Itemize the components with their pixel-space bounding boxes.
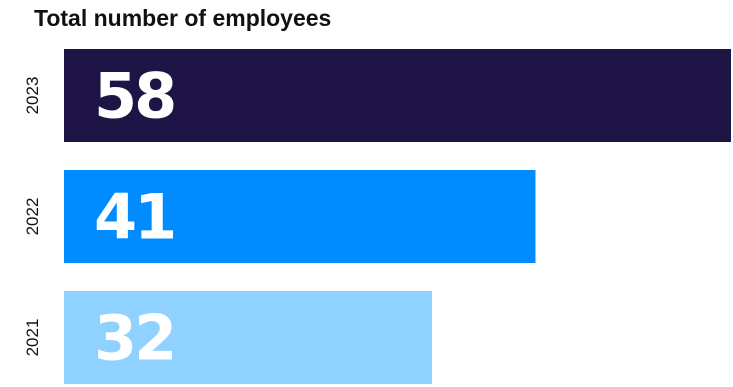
- bar-value-label-2021: 32: [94, 302, 174, 375]
- year-label-2022: 2022: [23, 198, 42, 236]
- year-label-2021: 2021: [23, 319, 42, 357]
- bar-value-label-2023: 58: [94, 60, 174, 133]
- year-label-2023: 2023: [23, 77, 42, 115]
- bar-2023: [64, 49, 731, 142]
- bar-2021: [64, 291, 432, 384]
- chart-title: Total number of employees: [34, 5, 332, 31]
- bar-value-label-2022: 41: [94, 181, 174, 254]
- bar-2022: [64, 170, 536, 263]
